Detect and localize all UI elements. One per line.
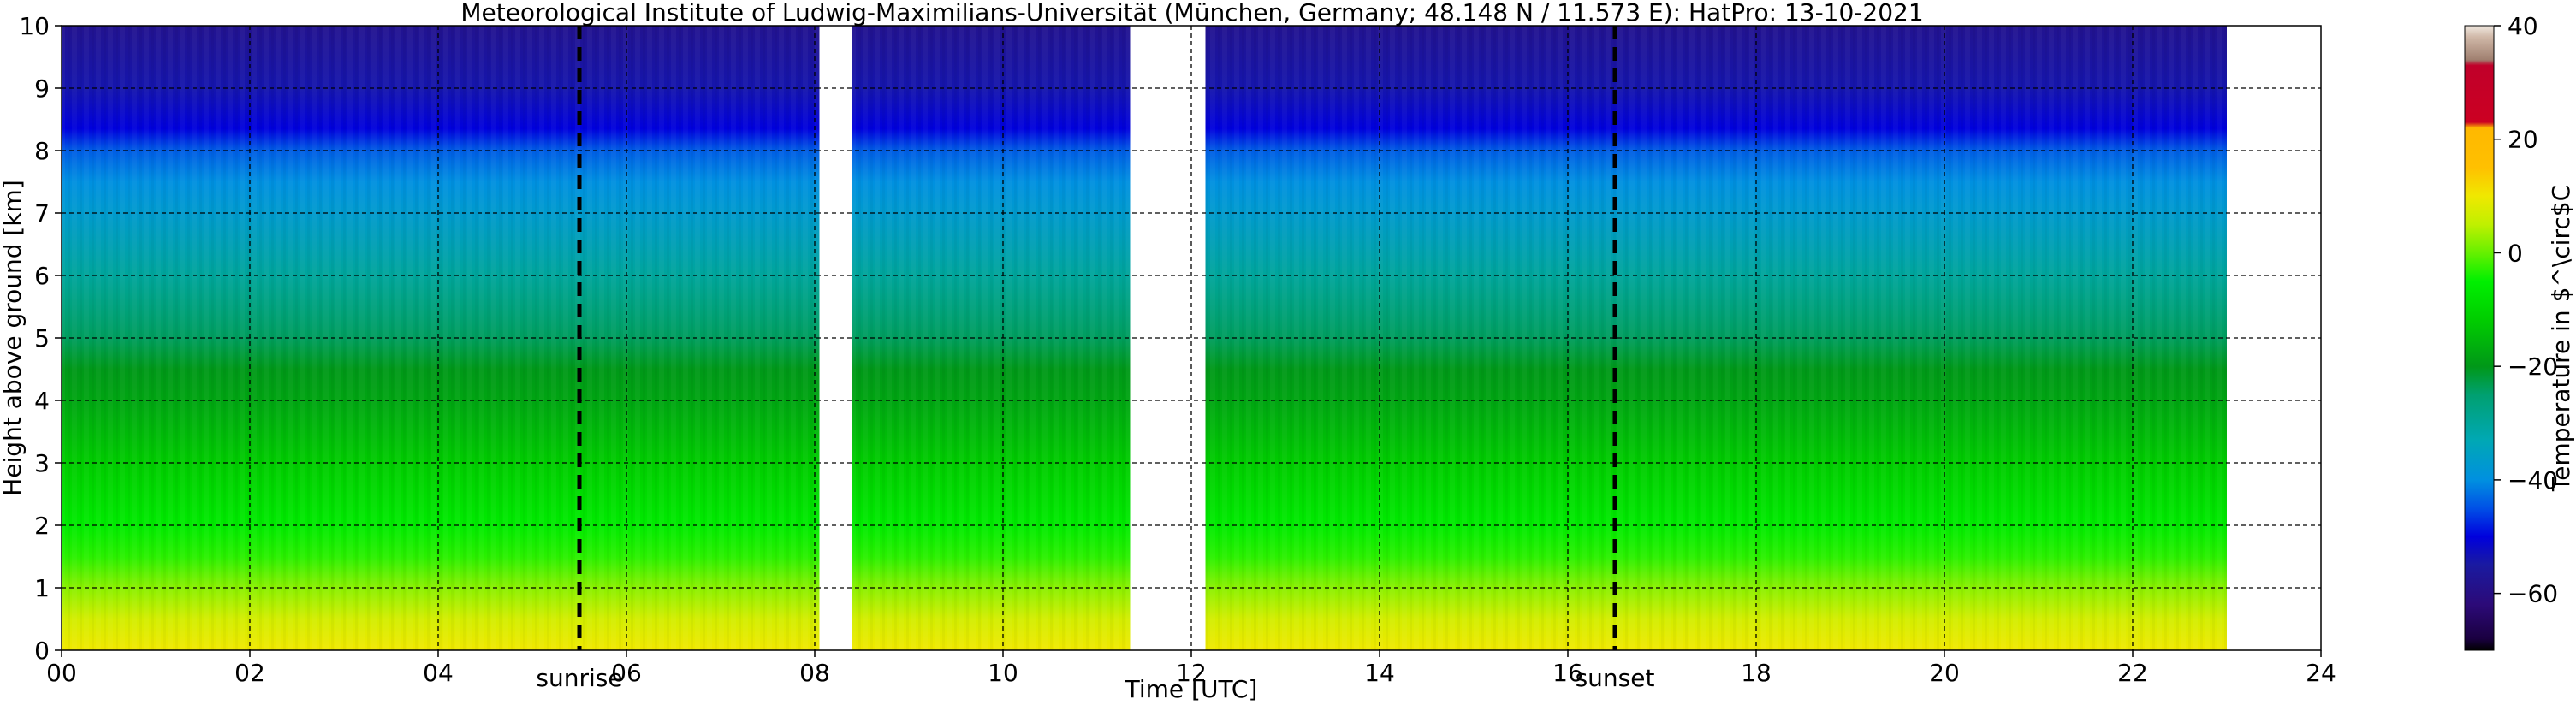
y-tick-label: 8 — [34, 137, 50, 165]
x-tick-label: 18 — [1741, 659, 1772, 687]
colorbar-tick-label: 20 — [2508, 126, 2538, 154]
x-tick-label: 12 — [1176, 659, 1207, 687]
y-tick-label: 10 — [19, 12, 50, 40]
y-tick-label: 3 — [34, 449, 50, 477]
sunrise-sunset-lines — [577, 26, 1617, 650]
colorbar-label: Temperature in $^\circ$C — [2547, 185, 2575, 492]
x-tick-label: 14 — [1364, 659, 1395, 687]
y-axis-label: Height above ground [km] — [0, 180, 27, 496]
colorbar-tick-label: −60 — [2508, 580, 2558, 608]
y-tick-label: 4 — [34, 387, 50, 415]
y-axis-ticks: 0 1 2 3 4 5 6 7 8 9 10 — [19, 12, 62, 665]
x-tick-label: 24 — [2306, 659, 2336, 687]
y-tick-label: 1 — [34, 574, 50, 602]
colorbar-tick-label: −20 — [2508, 352, 2558, 381]
sunset-label: sunset — [1576, 664, 1655, 692]
x-tick-label: 16 — [1552, 659, 1583, 687]
x-axis-label: Time [UTC] — [1125, 675, 1258, 703]
x-tick-label: 02 — [234, 659, 265, 687]
x-tick-label: 00 — [46, 659, 77, 687]
annotation-labels: sunrise sunset — [536, 664, 1654, 692]
x-tick-label: 20 — [1929, 659, 1960, 687]
colorbar-tick-label: −40 — [2508, 466, 2558, 495]
y-tick-label: 0 — [34, 637, 50, 665]
colorbar-tick-label: 40 — [2508, 12, 2538, 40]
y-tick-label: 6 — [34, 262, 50, 290]
colorbar — [2464, 25, 2495, 651]
y-tick-label: 2 — [34, 512, 50, 540]
x-tick-label: 08 — [799, 659, 830, 687]
x-tick-label: 10 — [988, 659, 1018, 687]
colorbar-ticks: −60 −40 −20 0 20 40 — [2494, 12, 2558, 608]
x-tick-label: 22 — [2117, 659, 2148, 687]
x-tick-label: 06 — [611, 659, 642, 687]
grid-lines — [62, 26, 2321, 650]
y-tick-label: 5 — [34, 324, 50, 352]
colorbar-tick-label: 0 — [2508, 239, 2523, 267]
sunrise-label: sunrise — [536, 664, 622, 692]
y-tick-label: 9 — [34, 74, 50, 103]
heatmap-texture — [852, 26, 1131, 650]
x-tick-label: 04 — [423, 659, 454, 687]
chart-title: Meteorological Institute of Ludwig-Maxim… — [460, 0, 1923, 27]
y-tick-label: 7 — [34, 199, 50, 228]
x-axis-ticks: 00 02 04 06 08 10 12 14 16 18 20 22 24 — [46, 650, 2336, 687]
